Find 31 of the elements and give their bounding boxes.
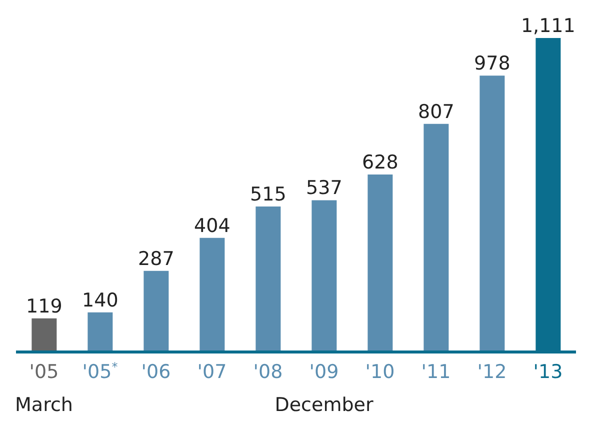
bar (88, 312, 113, 352)
data-label: 404 (194, 214, 230, 237)
x-tick-label: '12 (477, 361, 507, 383)
data-label: 119 (26, 295, 62, 318)
x-tick-label: '08 (253, 361, 283, 383)
bar (32, 318, 57, 352)
x-tick-label: '09 (309, 361, 339, 383)
x-tick-label: '05 (29, 361, 59, 383)
data-label: 978 (474, 52, 510, 75)
bar (256, 206, 281, 352)
data-label: 515 (250, 183, 286, 206)
x-tick-label: '13 (533, 361, 563, 383)
bar (368, 174, 393, 352)
data-label: 537 (306, 177, 342, 200)
data-label: 287 (138, 248, 174, 270)
x-tick-label: '10 (365, 361, 395, 383)
x-tick-label: '06 (141, 361, 171, 383)
data-label: 807 (418, 100, 454, 123)
data-label: 140 (82, 289, 118, 312)
bar (312, 200, 337, 352)
x-tick-label: '05$^{*}$ (82, 360, 118, 383)
bar (424, 124, 449, 352)
text: March (14, 394, 74, 416)
bar (480, 76, 505, 352)
text: December (274, 394, 374, 416)
x-tick-label: '07 (197, 361, 227, 383)
x-tick-label: '11 (421, 361, 451, 383)
bar (144, 270, 169, 352)
bar (200, 238, 225, 352)
data-label: 1,111 (520, 15, 576, 37)
data-label: 628 (362, 152, 398, 174)
